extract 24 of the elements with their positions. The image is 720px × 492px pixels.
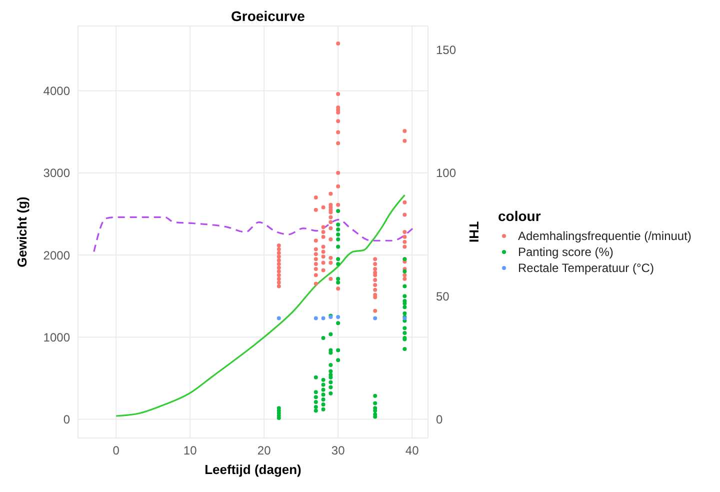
y2-tick-label: 0 (436, 412, 443, 427)
x-tick-label: 20 (257, 444, 272, 458)
y-tick-label: 0 (63, 412, 70, 427)
x-tick-label: 40 (405, 444, 420, 458)
y-tick-label: 2000 (43, 248, 70, 262)
y-axis-title: Gewicht (g) (14, 196, 30, 268)
legend-label: Rectale Temperatuur (°C) (518, 261, 654, 275)
legend-label: Ademhalingsfrequentie (/minuut) (518, 229, 692, 243)
y2-tick-label: 150 (436, 42, 456, 57)
x-tick-label: 10 (183, 444, 198, 458)
line-series (93, 216, 414, 253)
legend-label: Panting score (%) (518, 245, 614, 259)
line-series (115, 194, 406, 417)
y2-axis-title: THI (466, 222, 482, 242)
y-tick-label: 1000 (43, 330, 70, 344)
x-axis-title: Leeftijd (dagen) (204, 462, 302, 477)
x-tick-label: 0 (112, 444, 120, 458)
y-tick-label: 4000 (43, 84, 70, 98)
y2-tick-label: 100 (436, 166, 456, 180)
y2-tick-label: 50 (436, 289, 450, 304)
legend-title: colour (498, 208, 542, 224)
x-tick-label: 30 (331, 444, 346, 458)
y-tick-label: 3000 (43, 166, 70, 180)
chart-title: Groeicurve (230, 8, 306, 24)
